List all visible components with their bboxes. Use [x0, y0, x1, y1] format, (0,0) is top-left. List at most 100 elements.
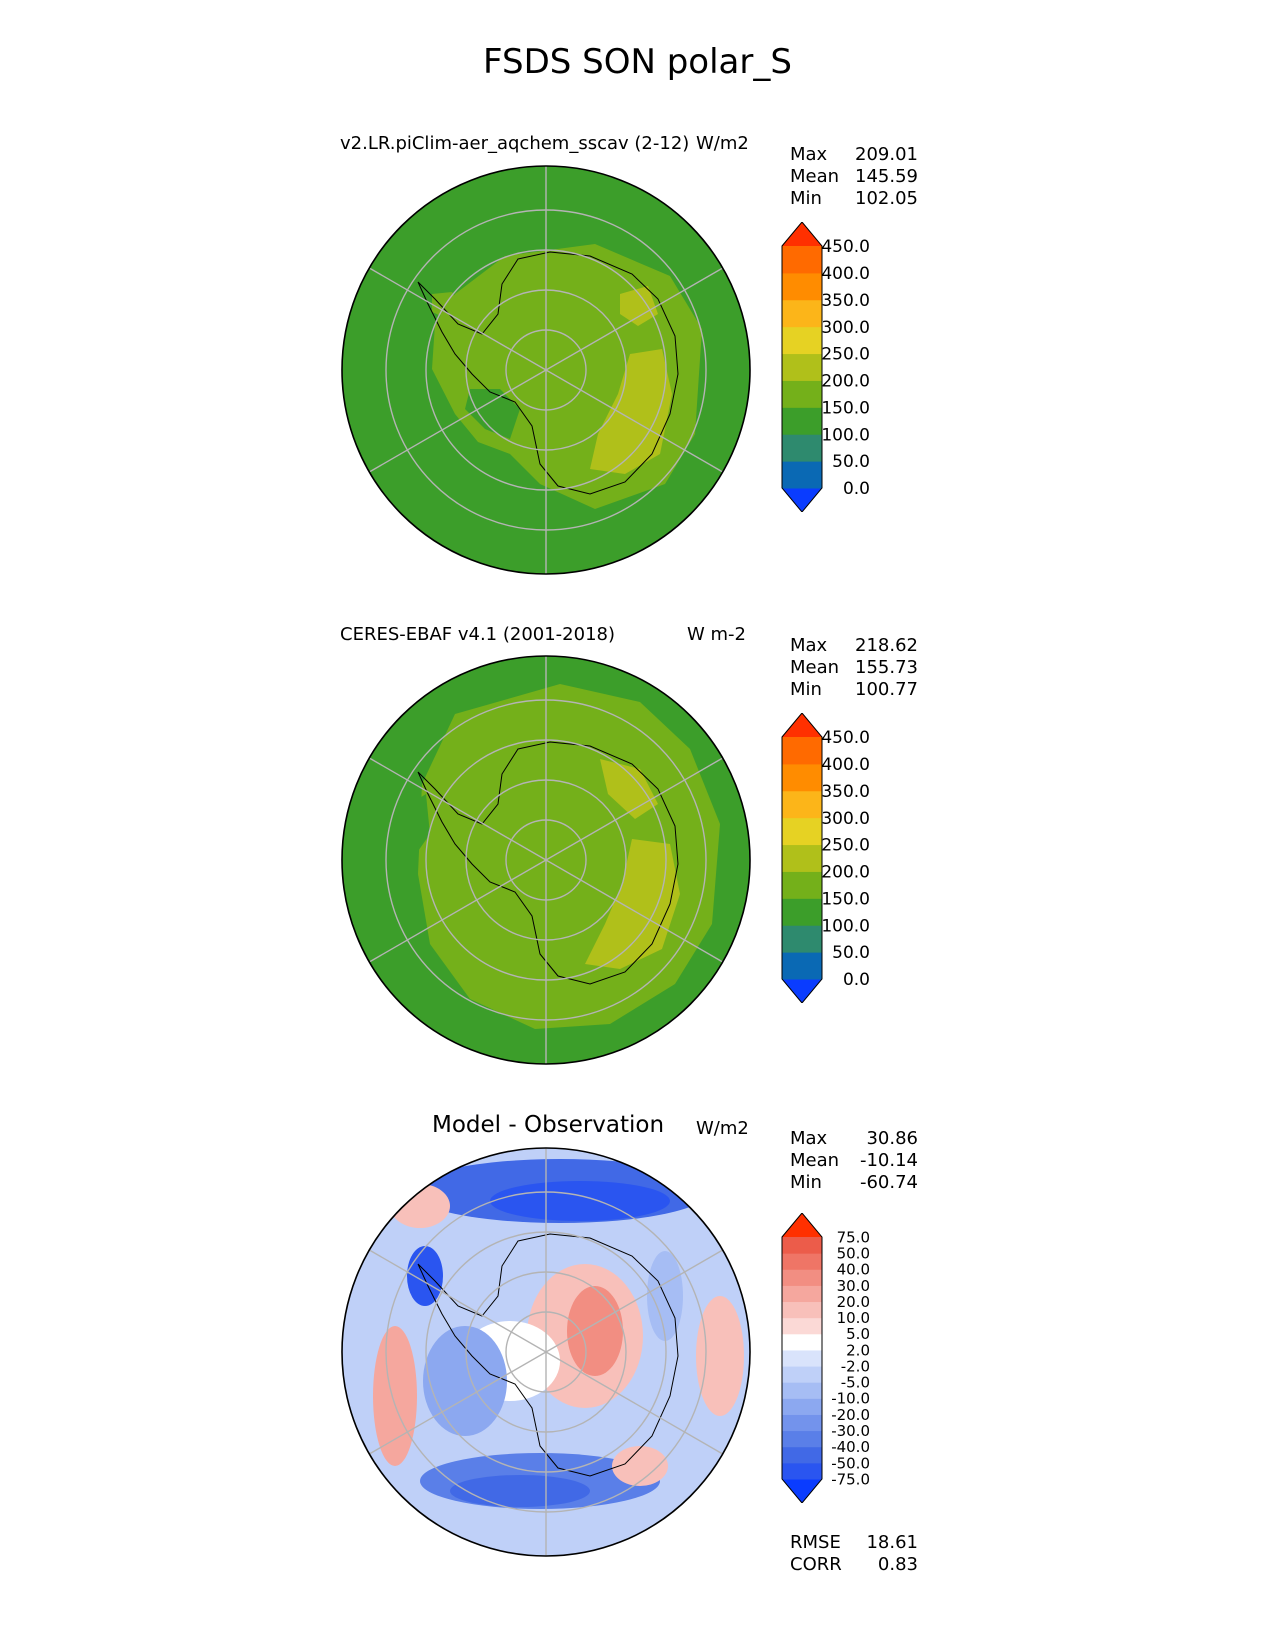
colorbar-extend-min: [782, 488, 822, 512]
panel-3-extra-stats: RMSE 18.61 CORR 0.83: [790, 1532, 918, 1576]
panel-2-colorbar: 0.0 50.0 100.0 150.0 200.0 250.0 300.0 350.0 400…: [781, 713, 870, 1003]
east-plateau-field: [585, 839, 680, 969]
colorbar-extend-max: [782, 222, 822, 246]
colorbar-cell: [782, 1317, 822, 1335]
colorbar-cell: [782, 1462, 822, 1480]
colorbar-tick-label: 400.0: [821, 264, 870, 284]
colorbar-tick-label: 40.0: [837, 1261, 870, 1279]
colorbar-cell: [782, 1446, 822, 1464]
stat-min: Min 102.05: [790, 188, 918, 209]
stat-min: Min -60.74: [790, 1172, 918, 1193]
colorbar-cell: [782, 1414, 822, 1432]
panel-2-title: CERES-EBAF v4.1 (2001-2018): [340, 624, 616, 645]
colorbar-tick-label: 150.0: [821, 398, 870, 418]
colorbar-tick-label: 75.0: [837, 1228, 870, 1246]
colorbar-cell: [782, 844, 822, 872]
colorbar-cell: [782, 1285, 822, 1303]
colorbar-tick-label: 250.0: [821, 345, 870, 365]
colorbar-tick-label: 200.0: [821, 863, 870, 883]
stat-max: Max 30.86: [790, 1128, 918, 1149]
colorbar-tick-label: 300.0: [821, 318, 870, 338]
colorbar-extend-max: [782, 713, 822, 737]
stat-mean: Mean -10.14: [790, 1150, 918, 1171]
colorbar-cell: [782, 1382, 822, 1399]
colorbar-tick-label: 20.0: [837, 1293, 870, 1311]
panel-3-title: Model - Observation: [432, 1112, 665, 1138]
colorbar-cell: [782, 1237, 822, 1254]
colorbar-extend-min: [782, 1479, 822, 1503]
map-border: [341, 655, 751, 1065]
colorbar-cell: [782, 1301, 822, 1319]
colorbar-tick-label: -2.0: [841, 1357, 870, 1375]
colorbar-tick-label: -10.0: [831, 1390, 870, 1408]
panel-1-stats: Max 209.01 Mean 145.59 Min 102.05: [790, 144, 918, 210]
coastline: [417, 1233, 679, 1477]
colorbar-cell: [782, 1269, 822, 1286]
colorbar-tick-label: 0.0: [843, 970, 870, 990]
graticule: [368, 166, 724, 574]
colorbar-tick-label: 200.0: [821, 372, 870, 392]
colorbar-cell: [782, 461, 822, 489]
colorbar-tick-label: 100.0: [821, 425, 870, 445]
colorbar-tick-label: 0.0: [843, 479, 870, 499]
panel-1-map: [341, 165, 751, 575]
colorbar-cell: [782, 272, 822, 301]
colorbar-cell: [782, 1398, 822, 1415]
colorbar-tick-label: 350.0: [821, 291, 870, 311]
panel-3-units: W/m2: [696, 1118, 749, 1139]
colorbar-cell: [782, 1366, 822, 1383]
colorbar-tick-label: 250.0: [821, 836, 870, 856]
colorbar-tick-label: 450.0: [821, 237, 870, 257]
colorbar-outline: [781, 713, 823, 1003]
colorbar-cell: [782, 1349, 822, 1367]
panel-2-stats: Max 218.62 Mean 155.73 Min 100.77: [790, 635, 918, 701]
stat-mean: Mean 155.73: [790, 657, 918, 678]
colorbar-tick-label: 350.0: [821, 782, 870, 802]
colorbar-cell: [782, 1430, 822, 1448]
colorbar-tick-label: 100.0: [821, 916, 870, 936]
colorbar-outline: [781, 222, 823, 512]
stat-max: Max 218.62: [790, 635, 918, 656]
colorbar-cell: [782, 871, 822, 899]
colorbar-cell: [782, 246, 822, 274]
colorbar-cell: [782, 353, 822, 381]
colorbar-cell: [782, 380, 822, 408]
panel-3-colorbar: -75.0-50.0-40.0-30.0-20.0-10.0-5.0-2.02.…: [781, 1213, 870, 1503]
colorbar-cell: [782, 898, 822, 926]
colorbar-extend-max: [782, 1213, 822, 1237]
colorbar-cell: [782, 817, 822, 846]
coastline: [417, 251, 679, 495]
colorbar-tick-label: -30.0: [831, 1422, 870, 1440]
panel-1-colorbar: 0.0 50.0 100.0 150.0 200.0 250.0 300.0 350.0 400…: [781, 222, 870, 512]
colorbar-extend-min: [782, 979, 822, 1003]
colorbar-tick-label: -50.0: [831, 1454, 870, 1472]
map-border: [341, 1147, 751, 1557]
stat-corr: CORR 0.83: [790, 1554, 918, 1575]
colorbar-tick-label: 30.0: [837, 1277, 870, 1295]
coastline: [417, 741, 679, 985]
colorbar-cell: [782, 434, 822, 462]
colorbar-cell: [782, 737, 822, 765]
colorbar-tick-label: 450.0: [821, 728, 870, 748]
graticule: [368, 1148, 724, 1556]
panel-1-title: v2.LR.piClim-aer_aqchem_sscav (2-12): [340, 133, 690, 154]
colorbar-tick-label: 2.0: [846, 1341, 870, 1359]
colorbar-cell: [782, 925, 822, 953]
colorbar-cell: [782, 1333, 822, 1351]
stat-mean: Mean 145.59: [790, 166, 918, 187]
colorbar-tick-label: 50.0: [837, 1245, 870, 1263]
colorbar-tick-label: 50.0: [832, 452, 870, 472]
panel-1-units: W/m2: [696, 133, 749, 154]
east-plateau-field: [590, 349, 672, 474]
colorbar-tick-label: 50.0: [832, 943, 870, 963]
colorbar-tick-label: 150.0: [821, 889, 870, 909]
colorbar-cell: [782, 952, 822, 980]
colorbar-tick-label: 400.0: [821, 755, 870, 775]
colorbar-tick-label: -40.0: [831, 1438, 870, 1456]
figure-title: FSDS SON polar_S: [483, 42, 792, 82]
weddell-field: [465, 389, 520, 439]
colorbar-cell: [782, 326, 822, 355]
colorbar-cell: [782, 790, 822, 819]
colorbar-tick-label: -20.0: [831, 1406, 870, 1424]
colorbar-tick-label: -5.0: [841, 1374, 870, 1392]
